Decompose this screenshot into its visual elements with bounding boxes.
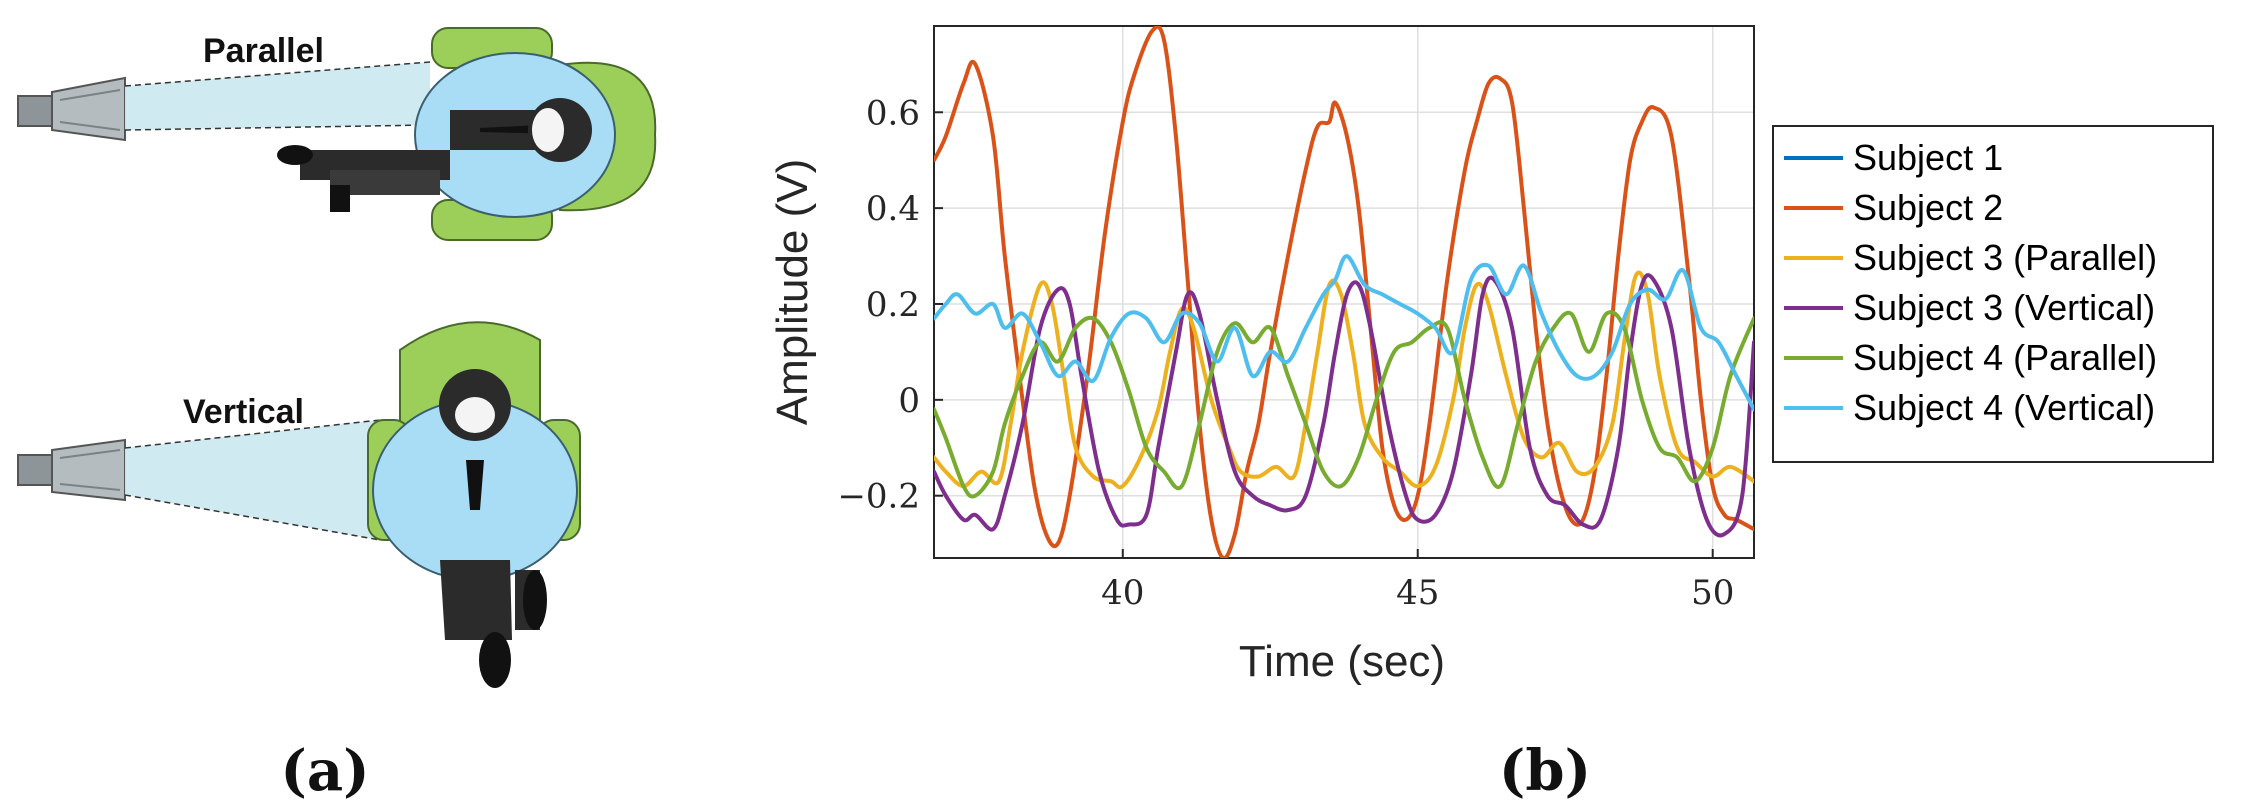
series-line-6	[934, 254, 1754, 412]
y-tick-label: 0.2	[866, 285, 920, 325]
y-axis-label: Amplitude (V)	[768, 159, 817, 426]
panel-a-label: (a)	[280, 738, 369, 804]
legend-entry-3: Subject 3 (Parallel)	[1853, 237, 2157, 278]
tick-labels: 40 45 50 −0.2 0 0.2 0.4 0.6	[837, 93, 1734, 613]
radar-beam	[125, 420, 380, 540]
legend-entry-1: Subject 1	[1853, 137, 2003, 178]
x-tick-label: 40	[1101, 573, 1144, 613]
x-tick-label: 50	[1691, 573, 1734, 613]
legend: Subject 1 Subject 2 Subject 3 (Parallel) Su…	[1772, 125, 2214, 463]
vertical-scene: Vertical	[17, 321, 581, 688]
illustration-panel: Parallel	[17, 27, 657, 804]
vertical-label: Vertical	[183, 393, 304, 431]
parallel-scene: Parallel	[17, 27, 657, 241]
y-tick-label: 0.4	[866, 189, 920, 229]
x-tick-label: 45	[1396, 573, 1439, 613]
parallel-label: Parallel	[203, 32, 324, 70]
legend-entry-6: Subject 4 (Vertical)	[1853, 387, 2155, 428]
horn-antenna-icon	[17, 438, 126, 502]
plot-area-frame	[933, 25, 1755, 559]
legend-box	[1772, 125, 2214, 463]
radar-beam	[125, 62, 430, 130]
legend-entry-4: Subject 3 (Vertical)	[1853, 287, 2155, 328]
legend-entry-5: Subject 4 (Parallel)	[1853, 337, 2157, 378]
x-axis-label: Time (sec)	[1239, 637, 1445, 686]
panel-b-label: (b)	[1499, 738, 1591, 804]
series-layer	[934, 26, 1754, 558]
series-line-2	[934, 26, 1754, 558]
horn-antenna-icon	[17, 76, 126, 142]
amplitude-chart: 40 45 50 −0.2 0 0.2 0.4 0.6 Time (sec) Amplitud…	[768, 25, 2214, 804]
seated-person-parallel-icon	[277, 27, 657, 241]
series-line-4	[934, 273, 1754, 538]
series-line-5	[934, 310, 1754, 499]
legend-entry-2: Subject 2	[1853, 187, 2003, 228]
y-tick-label: 0.6	[866, 93, 920, 133]
seated-person-vertical-icon	[367, 321, 581, 688]
y-tick-label: −0.2	[837, 477, 920, 517]
y-tick-label: 0	[898, 381, 920, 421]
